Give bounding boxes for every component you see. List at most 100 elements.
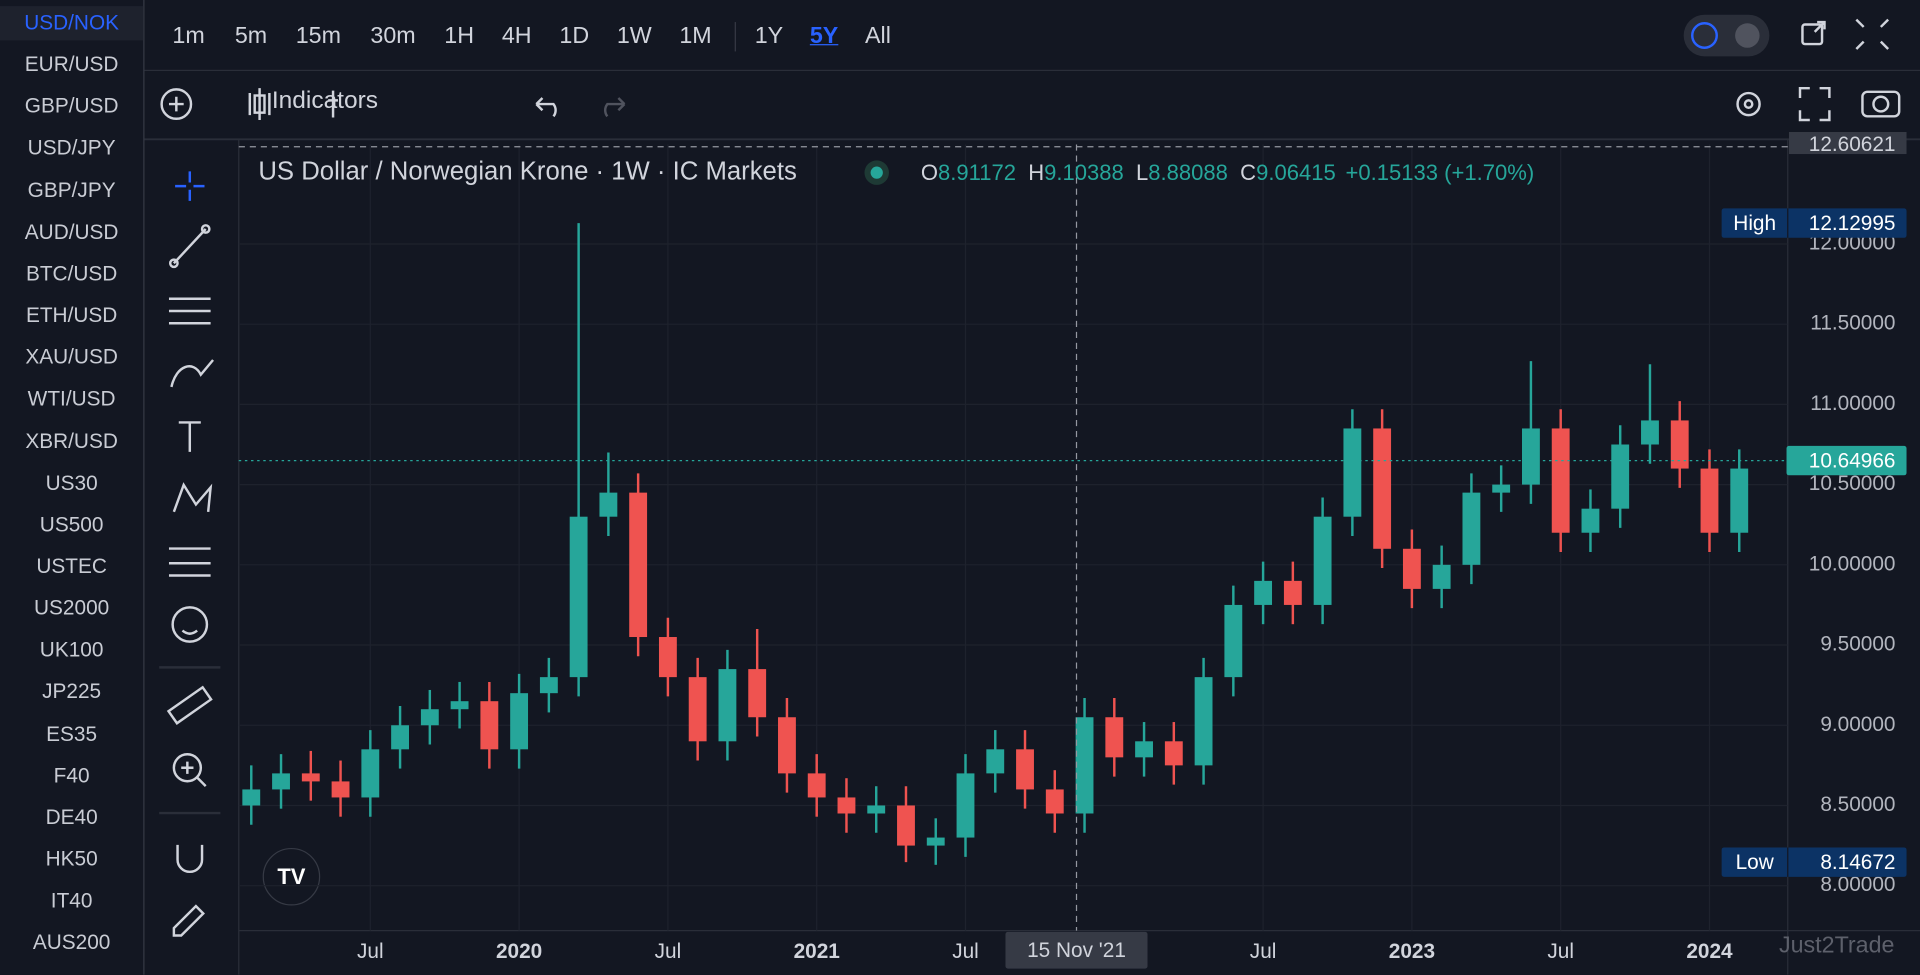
- x-tick-label: Jul: [1547, 940, 1574, 963]
- symbol-item[interactable]: GBP/USD: [24, 94, 119, 118]
- symbol-item[interactable]: USTEC: [36, 554, 107, 578]
- forecast-tool[interactable]: [168, 547, 211, 577]
- symbol-item[interactable]: US500: [39, 512, 104, 537]
- ohlc-legend: O8.91172 H9.10388 L8.88088 C9.06415 +0.15133…: [921, 160, 1534, 185]
- ohlc-letter: O: [921, 160, 938, 185]
- price-marker-label: 8.14672: [1820, 851, 1895, 874]
- candle-body: [272, 773, 290, 790]
- candle-body: [539, 677, 558, 694]
- symbol-item[interactable]: ES35: [46, 721, 98, 746]
- symbol-item[interactable]: JP225: [42, 680, 102, 704]
- indicators-button[interactable]: Indicators: [271, 86, 379, 114]
- candle-body: [569, 516, 588, 678]
- range-button[interactable]: 5Y: [809, 23, 839, 49]
- candle-body: [242, 789, 261, 806]
- x-tick-label: Jul: [655, 940, 682, 963]
- symbol-item[interactable]: XAU/USD: [25, 345, 118, 369]
- symbol-item[interactable]: AUS200: [32, 930, 111, 955]
- redo-icon: [603, 97, 626, 118]
- symbol-item[interactable]: WTI/USD: [27, 387, 116, 411]
- symbol-item[interactable]: UK100: [39, 638, 104, 662]
- zoom-tool[interactable]: [172, 753, 203, 783]
- chart-type-icon[interactable]: [248, 88, 271, 121]
- symbol-item[interactable]: USD/NOK: [0, 6, 144, 41]
- symbol-item[interactable]: US30: [45, 470, 98, 495]
- plot: [238, 144, 1788, 931]
- candle-body: [1135, 741, 1153, 758]
- symbol-item[interactable]: USD/JPY: [27, 136, 116, 160]
- candle-body: [1581, 508, 1600, 533]
- timeframe-button[interactable]: 5m: [234, 23, 268, 49]
- timeframe-button[interactable]: 4H: [501, 23, 532, 49]
- symbol-item[interactable]: ETH/USD: [25, 303, 118, 327]
- candle-body: [1343, 428, 1362, 517]
- text-tool[interactable]: [178, 421, 201, 452]
- lock-tool[interactable]: [172, 904, 205, 937]
- symbol-item[interactable]: AUD/USD: [24, 220, 119, 244]
- popout-icon[interactable]: [1801, 23, 1824, 46]
- crosshair-y-box: [1788, 132, 1907, 155]
- timeframe-button[interactable]: 1W: [616, 23, 652, 49]
- timeframe-button[interactable]: 1D: [559, 23, 590, 49]
- y-tick-label: 9.50000: [1820, 633, 1895, 656]
- settings-icon[interactable]: [1736, 91, 1761, 117]
- x-tick-label: Jul: [952, 940, 979, 963]
- candle-body: [361, 749, 380, 798]
- symbol-item[interactable]: HK50: [45, 847, 98, 871]
- ruler-tool[interactable]: [166, 685, 213, 725]
- magnet-tool[interactable]: [176, 844, 204, 874]
- candle-body: [1283, 580, 1302, 605]
- fullscreen-icon[interactable]: [1798, 86, 1831, 122]
- last-price-box: [1786, 445, 1907, 476]
- trendline-tool[interactable]: [172, 228, 207, 265]
- candle-body: [956, 773, 975, 838]
- fib-tool[interactable]: [168, 297, 211, 325]
- emoji-tool[interactable]: [171, 606, 209, 643]
- fx-icon[interactable]: [328, 90, 338, 118]
- candle-body: [1700, 468, 1719, 533]
- range-button[interactable]: 1Y: [754, 23, 784, 49]
- timeframe-button[interactable]: 1M: [679, 23, 712, 49]
- snapshot-icon[interactable]: [1861, 90, 1901, 118]
- symbol-item[interactable]: BTC/USD: [25, 261, 118, 286]
- logo: TV: [277, 864, 305, 889]
- candle-body: [331, 781, 350, 798]
- candle-body: [1522, 428, 1540, 485]
- crosshair-tool[interactable]: [175, 171, 205, 201]
- candle-body: [420, 709, 439, 726]
- y-tick-label: 8.50000: [1820, 793, 1895, 816]
- undo-icon[interactable]: [535, 97, 557, 118]
- timeframe-button[interactable]: 1H: [444, 23, 475, 49]
- brush-tool[interactable]: [170, 359, 215, 388]
- symbol-item[interactable]: US2000: [34, 596, 110, 620]
- last-price-label: 10.64966: [1809, 449, 1896, 472]
- candle-body: [1194, 677, 1213, 766]
- crosshair-x-box: [1005, 931, 1148, 969]
- candle-body: [897, 805, 915, 846]
- pattern-tool[interactable]: [172, 482, 213, 513]
- symbol-list: USD/NOK EUR/USD GBP/USD USD/JPY GBP/JPY AUD/U…: [0, 0, 145, 975]
- range-button[interactable]: All: [865, 23, 891, 49]
- candle-body: [1045, 789, 1064, 814]
- maximize-icon[interactable]: [1855, 18, 1890, 50]
- candle-body: [778, 717, 796, 774]
- candle-body: [807, 773, 826, 798]
- add-icon[interactable]: [160, 88, 193, 121]
- timeframe-button[interactable]: 30m: [370, 23, 416, 49]
- symbol-item[interactable]: GBP/JPY: [27, 178, 116, 202]
- candle-body: [658, 637, 677, 678]
- symbol-item[interactable]: DE40: [45, 805, 98, 829]
- symbol-item[interactable]: IT40: [50, 889, 93, 913]
- candle-body: [629, 492, 648, 638]
- candle-body: [718, 669, 737, 742]
- symbol-item[interactable]: XBR/USD: [25, 429, 118, 453]
- price-marker-text: High: [1733, 212, 1776, 235]
- crosshair-y-label: 12.60621: [1809, 133, 1896, 156]
- symbol-item[interactable]: F40: [53, 763, 90, 787]
- x-tick-label: Jul: [357, 940, 384, 963]
- timeframe-button[interactable]: 15m: [295, 23, 342, 49]
- timeframe-button[interactable]: 1m: [172, 23, 205, 49]
- symbol-item[interactable]: EUR/USD: [24, 52, 119, 77]
- candle-body: [480, 701, 499, 750]
